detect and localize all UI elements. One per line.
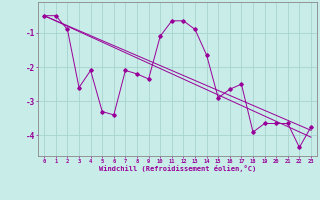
X-axis label: Windchill (Refroidissement éolien,°C): Windchill (Refroidissement éolien,°C) (99, 165, 256, 172)
